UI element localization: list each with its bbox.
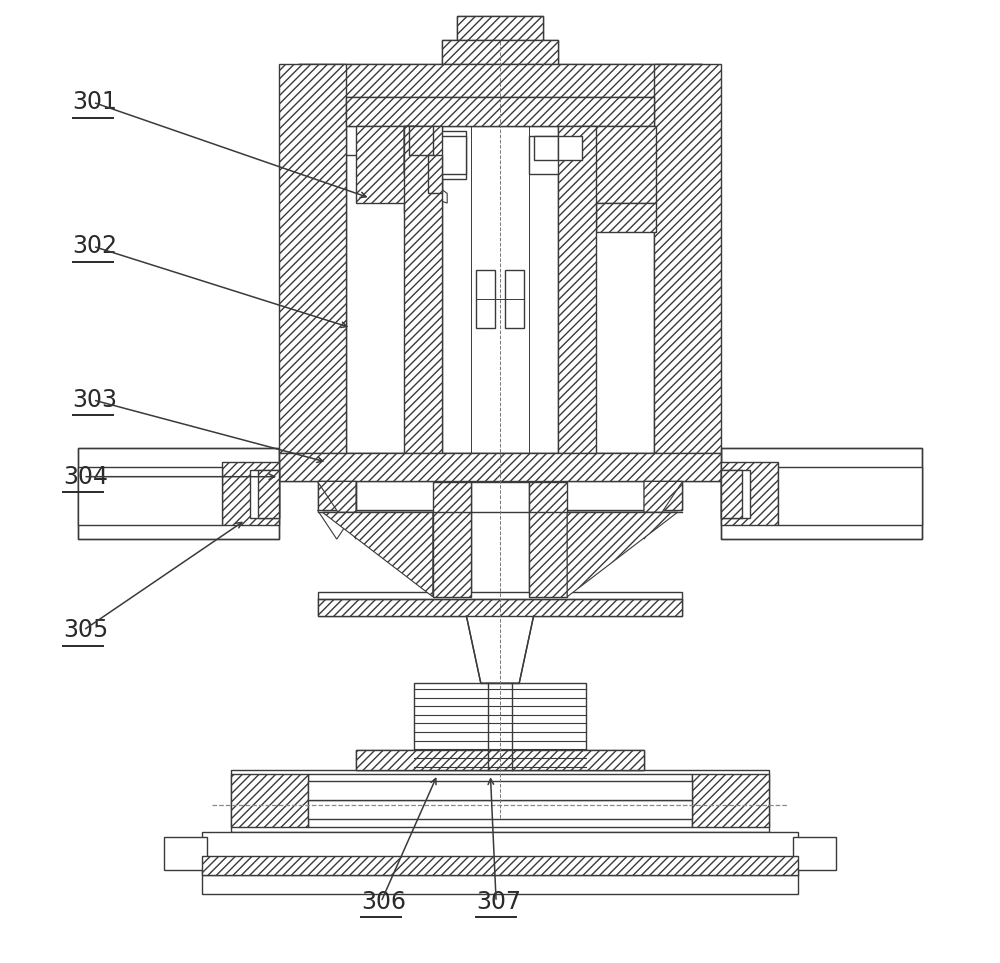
- Text: 301: 301: [73, 91, 118, 115]
- Polygon shape: [318, 510, 356, 539]
- Bar: [78, 448, 279, 539]
- Bar: [692, 774, 769, 827]
- Polygon shape: [644, 482, 682, 539]
- Bar: [308, 774, 692, 827]
- Bar: [202, 832, 798, 875]
- Bar: [308, 781, 692, 800]
- Bar: [505, 271, 524, 327]
- Bar: [721, 470, 742, 518]
- Bar: [202, 856, 798, 875]
- Bar: [356, 126, 409, 203]
- Bar: [721, 470, 750, 518]
- Polygon shape: [318, 482, 356, 539]
- Polygon shape: [567, 512, 678, 597]
- Bar: [476, 271, 495, 327]
- Bar: [644, 482, 682, 510]
- Bar: [428, 155, 442, 194]
- Bar: [721, 448, 922, 539]
- Bar: [356, 750, 644, 769]
- Bar: [346, 126, 654, 155]
- Bar: [558, 126, 596, 453]
- Bar: [346, 97, 654, 126]
- Bar: [318, 482, 356, 510]
- Bar: [793, 837, 836, 871]
- Bar: [721, 448, 922, 539]
- Text: 304: 304: [63, 465, 108, 488]
- Bar: [318, 592, 682, 616]
- Bar: [356, 750, 644, 769]
- Polygon shape: [466, 616, 534, 683]
- Bar: [279, 453, 721, 482]
- Bar: [404, 126, 596, 213]
- Bar: [562, 160, 582, 184]
- Bar: [298, 64, 702, 97]
- Bar: [250, 470, 279, 518]
- Bar: [308, 800, 692, 820]
- Bar: [529, 136, 567, 174]
- Bar: [654, 64, 721, 453]
- Bar: [298, 64, 702, 97]
- Bar: [414, 683, 586, 769]
- Bar: [258, 470, 279, 518]
- Bar: [279, 453, 721, 482]
- Bar: [442, 39, 558, 64]
- Bar: [409, 131, 466, 179]
- Text: 303: 303: [73, 388, 118, 412]
- Bar: [778, 467, 922, 525]
- Bar: [78, 467, 222, 525]
- Bar: [409, 126, 433, 155]
- Bar: [346, 97, 654, 453]
- Bar: [438, 136, 466, 174]
- Bar: [404, 126, 442, 453]
- Bar: [164, 837, 207, 871]
- Bar: [231, 769, 769, 832]
- Bar: [534, 136, 558, 160]
- Bar: [471, 482, 529, 597]
- Bar: [318, 482, 682, 510]
- Bar: [529, 482, 567, 597]
- Bar: [433, 482, 471, 597]
- Bar: [721, 462, 778, 525]
- Bar: [202, 875, 798, 895]
- Bar: [222, 462, 279, 525]
- Bar: [442, 39, 558, 64]
- Bar: [442, 126, 558, 453]
- Text: 302: 302: [73, 234, 118, 258]
- Text: 306: 306: [361, 890, 406, 914]
- Text: 305: 305: [63, 618, 108, 642]
- Text: 307: 307: [476, 890, 521, 914]
- Polygon shape: [404, 126, 447, 203]
- Bar: [318, 599, 682, 616]
- Bar: [78, 448, 279, 539]
- Bar: [596, 203, 656, 232]
- Bar: [231, 774, 308, 827]
- Bar: [457, 15, 543, 39]
- Bar: [356, 482, 644, 510]
- Polygon shape: [322, 512, 433, 597]
- Bar: [279, 64, 346, 453]
- Bar: [558, 136, 582, 160]
- Bar: [577, 126, 656, 203]
- Bar: [457, 15, 543, 39]
